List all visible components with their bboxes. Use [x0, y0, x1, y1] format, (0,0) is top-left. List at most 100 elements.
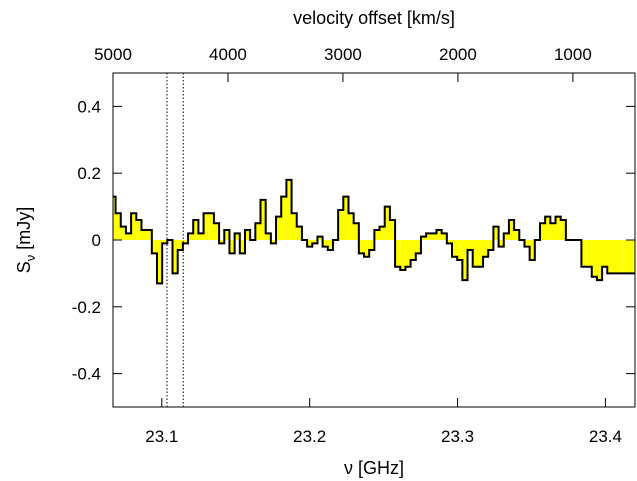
x-axis-label: ν [GHz] — [344, 458, 404, 478]
spectrum-bin — [276, 216, 282, 240]
spectrum-bin — [348, 213, 354, 240]
spectrum-bin — [384, 206, 390, 240]
spectrum-bin — [591, 240, 597, 277]
spectrum-bin — [472, 240, 478, 267]
spectrum-bin — [177, 240, 183, 251]
spectrum-bin — [555, 216, 561, 240]
spectrum-bin — [545, 216, 551, 240]
spectrum-bin — [120, 226, 126, 240]
spectrum-bin — [389, 219, 396, 240]
spectrum-bin — [436, 229, 442, 240]
spectrum-bin — [400, 240, 406, 271]
spectrum-bin — [198, 233, 204, 240]
spectrum-bin — [255, 223, 261, 240]
top-tick-label: 1000 — [554, 45, 592, 64]
spectrum-bin — [514, 229, 520, 240]
spectrum-bin — [296, 226, 302, 240]
spectrum-bin — [213, 223, 220, 240]
x-tick-label: 23.4 — [589, 427, 622, 446]
spectrum-bin — [410, 240, 416, 261]
spectrum-bin — [312, 240, 318, 244]
y-axis-label-main: S — [14, 261, 34, 273]
x-tick-label: 23.3 — [441, 427, 474, 446]
spectrum-bin — [224, 229, 230, 240]
spectrum-bin — [239, 240, 245, 254]
spectrum-bin — [338, 209, 344, 240]
spectrum-line — [113, 178, 635, 285]
y-tick-label: 0 — [92, 231, 101, 250]
y-tick-label: 0.2 — [77, 164, 101, 183]
spectrum-bin — [229, 240, 235, 254]
spectrum-bin — [379, 226, 385, 240]
spectrum-bin — [441, 233, 447, 240]
spectrum-bin — [426, 233, 432, 240]
spectrum-bin — [322, 240, 328, 247]
spectrum-bin — [364, 240, 370, 257]
spectrum-bin — [503, 233, 509, 240]
spectrum-bin — [622, 240, 628, 274]
spectrum-bin — [602, 240, 608, 267]
spectrum-bin — [467, 240, 473, 251]
spectrum-bin — [156, 240, 163, 284]
spectrum-bin — [125, 233, 132, 240]
spectrum-bin — [146, 229, 152, 240]
spectrum-bin — [113, 196, 116, 240]
spectrum-fill — [113, 179, 635, 284]
top-tick-label: 5000 — [94, 45, 132, 64]
spectrum-bin — [188, 233, 194, 240]
spectrum-bin — [115, 213, 121, 240]
y-tick-label: 0.4 — [77, 97, 101, 116]
spectrum-bin — [162, 240, 168, 244]
spectrum-bin — [560, 219, 566, 240]
spectrum-bin — [281, 196, 287, 240]
spectrum-bin — [596, 240, 603, 281]
top-axis-label: velocity offset [km/s] — [293, 8, 455, 28]
spectrum-bin — [307, 240, 313, 247]
spectrum-bin — [415, 240, 421, 254]
spectrum-bin — [586, 240, 592, 267]
spectrum-bin — [452, 240, 458, 257]
top-tick-label: 3000 — [324, 45, 362, 64]
spectrum-bin — [405, 240, 411, 267]
spectrum-bin — [358, 240, 365, 254]
spectrum-bin — [508, 219, 515, 240]
spectrum-bin — [260, 199, 266, 240]
spectrum-bin — [203, 213, 209, 240]
spectrum-bin — [219, 240, 225, 244]
spectrum-bin — [131, 213, 137, 240]
spectrum-bin — [612, 240, 618, 274]
spectrum-bin — [327, 240, 333, 251]
spectrum-bin — [550, 223, 556, 240]
ticks — [112, 73, 635, 407]
x-tick-label: 23.1 — [145, 427, 178, 446]
spectrum-bin — [265, 233, 271, 240]
spectrum-bin — [524, 240, 530, 247]
spectrum-bin — [539, 223, 546, 240]
spectrum-bin — [483, 240, 489, 257]
spectrum-bin — [462, 240, 468, 281]
spectrum-bin — [208, 213, 214, 240]
y-tick-label: -0.2 — [72, 298, 101, 317]
spectrum-bin — [374, 229, 380, 240]
spectrum-bin — [353, 223, 359, 240]
spectrum-bin — [286, 179, 292, 240]
spectrum-bin — [529, 240, 535, 261]
spectrum-bin — [343, 196, 349, 240]
spectrum-bin — [270, 240, 277, 244]
top-tick-label: 2000 — [439, 45, 477, 64]
spectrum-bin — [369, 240, 375, 251]
spectrum-bin — [193, 219, 199, 240]
spectrum-bin — [136, 219, 142, 240]
top-tick-label: 4000 — [209, 45, 247, 64]
spectrum-bin — [457, 240, 463, 261]
x-tick-label: 23.2 — [293, 427, 326, 446]
spectrum-bin — [446, 240, 453, 244]
y-axis-label-unit: [mJy] — [14, 207, 34, 255]
tick-labels: 23.1 23.2 23.3 23.4 0.4 0.2 0 -0.2 -0.4 5000 4000 3… — [72, 45, 622, 446]
spectrum-bin — [498, 240, 504, 247]
spectrum-bin — [431, 233, 437, 240]
spectrum-bin — [141, 229, 147, 240]
spectrum-bin — [291, 213, 297, 240]
y-axis-label-sub: ν — [23, 255, 38, 262]
